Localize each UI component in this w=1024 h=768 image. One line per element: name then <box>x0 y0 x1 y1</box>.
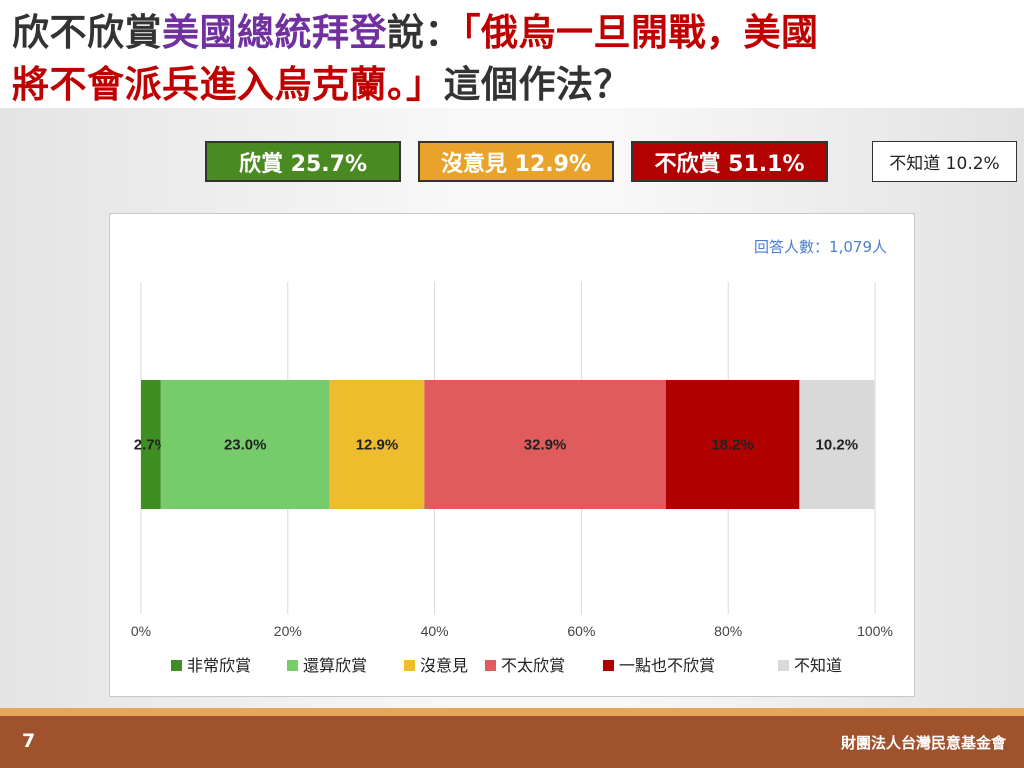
bar-segment <box>424 380 666 509</box>
legend-label: 一點也不欣賞 <box>619 656 715 675</box>
footer-stripe <box>0 708 1024 716</box>
title-area: 欣不欣賞美國總統拜登說：「俄烏一旦開戰，美國 將不會派兵進入烏克蘭。」這個作法？ <box>0 0 1024 108</box>
title-segment: 將不會派兵進入烏克蘭。」 <box>12 63 444 106</box>
data-label: 10.2% <box>816 437 859 454</box>
x-tick-label: 100% <box>857 623 893 639</box>
title-segment: 欣不欣賞 <box>12 11 162 54</box>
legend-swatch <box>603 660 614 671</box>
title-line-1: 欣不欣賞美國總統拜登說：「俄烏一旦開戰，美國 <box>12 10 819 56</box>
x-tick-label: 40% <box>421 623 449 639</box>
x-tick-label: 60% <box>567 623 595 639</box>
x-tick-label: 20% <box>274 623 302 639</box>
legend-label: 還算欣賞 <box>303 656 367 675</box>
legend-label: 不知道 <box>794 656 842 675</box>
bar-segment <box>329 380 425 509</box>
title-segment: 「俄烏一旦開戰，美國 <box>462 11 819 54</box>
legend-label: 不太欣賞 <box>501 656 565 675</box>
organization-name: 財團法人台灣民意基金會 <box>840 734 1006 752</box>
legend-swatch <box>404 660 415 671</box>
summary-not-appreciate: 不欣賞 51.1% <box>631 141 828 182</box>
respondent-count: 回答人數：1,079人 <box>754 238 887 256</box>
footer: 7 財團法人台灣民意基金會 <box>0 716 1024 768</box>
bar-segment <box>141 380 161 509</box>
data-label: 2.7% <box>134 437 168 454</box>
summary-appreciate: 欣賞 25.7% <box>205 141 401 182</box>
x-tick-label: 80% <box>714 623 742 639</box>
title-segment: 這個作法？ <box>443 63 631 106</box>
title-line-2: 將不會派兵進入烏克蘭。」這個作法？ <box>12 62 631 108</box>
x-tick-label: 0% <box>131 623 151 639</box>
bar-segment <box>160 380 330 509</box>
bar-segment <box>665 380 800 509</box>
title-segment: 說： <box>387 11 462 54</box>
chart-card: 回答人數：1,079人 0% 20% 40% 60% 80% 100% 2.7% 23.0% 1… <box>109 213 915 697</box>
stacked-bar-chart: 0% 20% 40% 60% 80% 100% 2.7% 23.0% 12.9% 32.9% 18.… <box>131 282 893 675</box>
title-segment: 美國總統拜登 <box>162 11 387 54</box>
legend-label: 沒意見 <box>420 656 468 675</box>
page-number: 7 <box>22 730 36 752</box>
legend-swatch <box>287 660 298 671</box>
data-label: 12.9% <box>356 437 399 454</box>
data-label: 23.0% <box>224 437 267 454</box>
summary-dont-know: 不知道 10.2% <box>872 141 1017 182</box>
legend-swatch <box>485 660 496 671</box>
legend-label: 非常欣賞 <box>187 656 251 675</box>
data-label: 32.9% <box>524 437 567 454</box>
legend-swatch <box>171 660 182 671</box>
data-label: 18.2% <box>711 437 754 454</box>
summary-no-opinion: 沒意見 12.9% <box>418 141 614 182</box>
bar-segment <box>799 380 875 509</box>
legend-swatch <box>778 660 789 671</box>
